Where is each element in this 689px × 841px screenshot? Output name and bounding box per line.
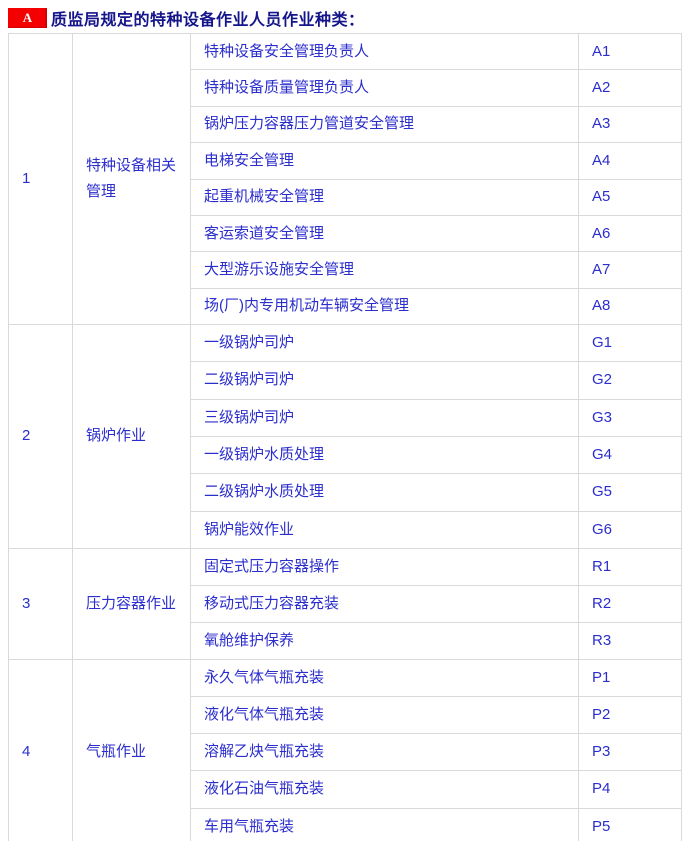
job-title-cell: 二级锅炉司炉 xyxy=(190,361,579,400)
job-title-cell: 锅炉能效作业 xyxy=(190,510,579,549)
table-row: 特种设备质量管理负责人 A2 xyxy=(9,69,682,107)
table-row: 液化气体气瓶充装 P2 xyxy=(9,696,682,735)
table-row: 移动式压力容器充装 R2 xyxy=(9,584,682,623)
page-header: A 质监局规定的特种设备作业人员作业种类： xyxy=(0,0,689,29)
table-row: 4 气瓶作业 永久气体气瓶充装 P1 xyxy=(8,658,682,841)
table-row: 锅炉压力容器压力管道安全管理 A3 xyxy=(9,105,682,144)
table-row: 客运索道安全管理 A6 xyxy=(9,214,682,253)
job-title-cell: 二级锅炉水质处理 xyxy=(190,473,579,512)
job-title-cell: 场(厂)内专用机动车辆安全管理 xyxy=(190,287,579,326)
table-row: 锅炉能效作业 G6 xyxy=(9,510,682,549)
job-title-cell: 一级锅炉司炉 xyxy=(190,324,579,363)
section-a-badge: A xyxy=(8,8,47,28)
job-title-cell: 液化气体气瓶充装 xyxy=(190,696,579,735)
job-title-cell: 客运索道安全管理 xyxy=(190,214,579,253)
row-number-cell: 3 xyxy=(8,547,73,660)
job-categories-table: 1 特种设备相关管理 特种设备安全管理负责人 A1 特种设备质量管理负责人 A2… xyxy=(8,32,682,841)
job-code-cell: R2 xyxy=(578,584,682,623)
job-title-cell: 一级锅炉水质处理 xyxy=(190,436,579,475)
job-code-cell: P3 xyxy=(578,733,682,772)
table-row: 起重机械安全管理 A5 xyxy=(9,178,682,216)
job-title-cell: 大型游乐设施安全管理 xyxy=(190,251,579,289)
job-code-cell: P1 xyxy=(578,658,682,698)
job-code-cell: A8 xyxy=(578,287,682,326)
table-row: 车用气瓶充装 P5 xyxy=(9,807,682,841)
job-title-cell: 永久气体气瓶充装 xyxy=(190,658,579,698)
job-code-cell: P5 xyxy=(578,807,682,841)
job-title-cell: 液化石油气瓶充装 xyxy=(190,770,579,809)
table-row: 液化石油气瓶充装 P4 xyxy=(9,770,682,809)
job-title-cell: 车用气瓶充装 xyxy=(190,807,579,841)
job-code-cell: P4 xyxy=(578,770,682,809)
category-cell: 特种设备相关管理 xyxy=(72,32,191,326)
table-row: 场(厂)内专用机动车辆安全管理 A8 xyxy=(9,287,682,326)
job-title-cell: 电梯安全管理 xyxy=(190,142,579,180)
table-row: 溶解乙炔气瓶充装 P3 xyxy=(9,733,682,772)
category-cell: 压力容器作业 xyxy=(72,547,191,660)
page-title: 质监局规定的特种设备作业人员作业种类： xyxy=(51,12,365,29)
job-code-cell: A4 xyxy=(578,142,682,180)
table-row: 二级锅炉水质处理 G5 xyxy=(9,473,682,512)
category-cell: 锅炉作业 xyxy=(72,324,191,549)
job-title-cell: 溶解乙炔气瓶充装 xyxy=(190,733,579,772)
job-title-cell: 氧舱维护保养 xyxy=(190,621,579,660)
job-code-cell: A3 xyxy=(578,105,682,144)
job-code-cell: G4 xyxy=(578,436,682,475)
job-code-cell: G3 xyxy=(578,398,682,438)
table-row: 2 锅炉作业 一级锅炉司炉 G1 xyxy=(8,324,682,549)
table-row: 电梯安全管理 A4 xyxy=(9,142,682,180)
job-title-cell: 特种设备质量管理负责人 xyxy=(190,69,579,107)
table-row: 3 压力容器作业 固定式压力容器操作 R1 xyxy=(8,547,682,660)
job-code-cell: G2 xyxy=(578,361,682,400)
job-code-cell: R3 xyxy=(578,621,682,660)
job-title-cell: 锅炉压力容器压力管道安全管理 xyxy=(190,105,579,144)
job-code-cell: R1 xyxy=(578,547,682,586)
job-code-cell: A5 xyxy=(578,178,682,216)
table-row: 1 特种设备相关管理 特种设备安全管理负责人 A1 xyxy=(8,32,682,326)
job-code-cell: G1 xyxy=(578,324,682,363)
job-title-cell: 特种设备安全管理负责人 xyxy=(190,32,579,71)
category-cell: 气瓶作业 xyxy=(72,658,191,841)
job-code-cell: G6 xyxy=(578,510,682,549)
row-number-cell: 4 xyxy=(8,658,73,841)
table-row: 二级锅炉司炉 G2 xyxy=(9,361,682,400)
table-row: 大型游乐设施安全管理 A7 xyxy=(9,251,682,289)
table-row: 氧舱维护保养 R3 xyxy=(9,621,682,660)
row-number-cell: 2 xyxy=(8,324,73,549)
job-code-cell: A6 xyxy=(578,214,682,253)
job-title-cell: 移动式压力容器充装 xyxy=(190,584,579,623)
job-title-cell: 三级锅炉司炉 xyxy=(190,398,579,438)
job-title-cell: 起重机械安全管理 xyxy=(190,178,579,216)
row-number-cell: 1 xyxy=(8,32,73,326)
job-code-cell: A1 xyxy=(578,32,682,71)
job-code-cell: P2 xyxy=(578,696,682,735)
table-row: 三级锅炉司炉 G3 xyxy=(9,398,682,438)
job-code-cell: G5 xyxy=(578,473,682,512)
job-title-cell: 固定式压力容器操作 xyxy=(190,547,579,586)
job-code-cell: A2 xyxy=(578,69,682,107)
job-code-cell: A7 xyxy=(578,251,682,289)
